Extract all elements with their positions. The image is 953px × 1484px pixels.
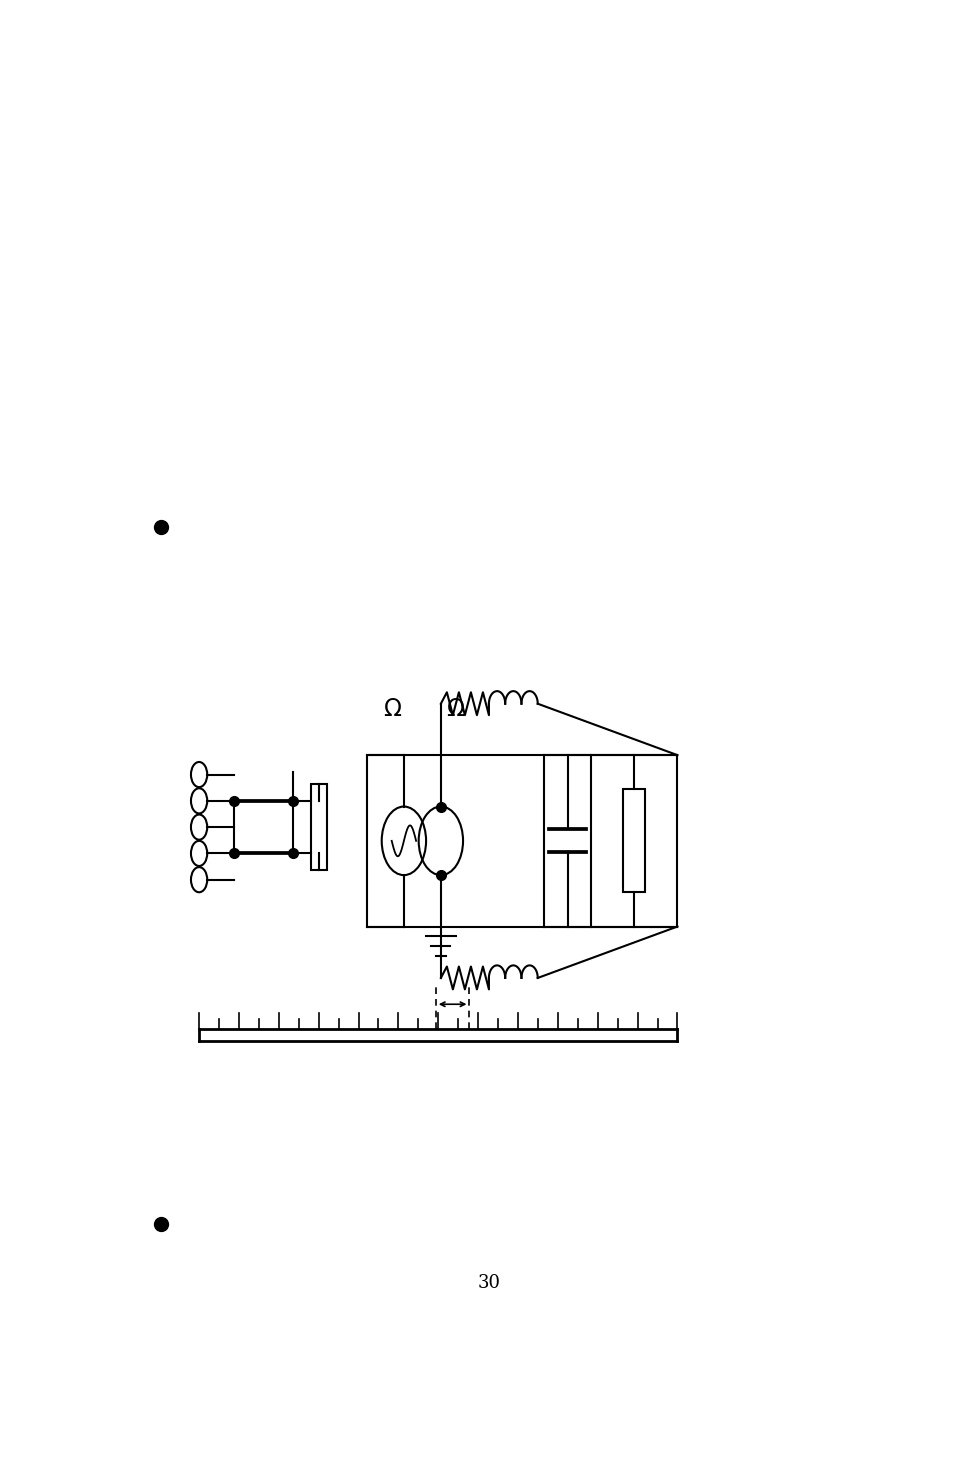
Text: 30: 30: [476, 1275, 500, 1293]
Bar: [311, 784, 327, 870]
Text: $\Omega$: $\Omega$: [383, 697, 402, 721]
Text: $\Omega$: $\Omega$: [446, 697, 465, 721]
Bar: [622, 789, 644, 892]
Bar: [367, 755, 677, 926]
